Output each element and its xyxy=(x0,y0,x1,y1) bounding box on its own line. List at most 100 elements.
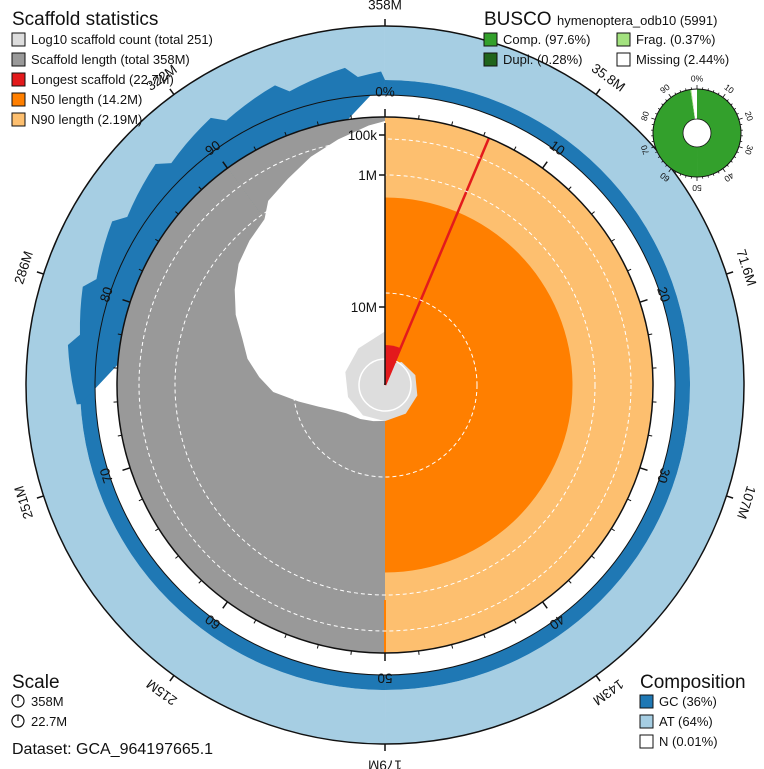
snail-plot-ticks: 0%102030405060708090358M35.8M71.6M107M14… xyxy=(11,0,759,769)
busco-tick xyxy=(679,173,682,176)
n50-sector xyxy=(385,197,573,573)
percent-minor-tick xyxy=(138,268,143,272)
length-tick-label: 71.6M xyxy=(733,247,759,287)
percent-tick xyxy=(222,161,229,169)
busco-tick-label: 70 xyxy=(639,144,652,156)
composition-title: Composition xyxy=(640,672,746,693)
percent-tick-label: 50 xyxy=(377,670,392,685)
percent-minor-tick xyxy=(513,146,517,151)
percent-minor-tick xyxy=(418,650,420,655)
busco-complete-label: Comp. (97.6%) xyxy=(503,32,590,47)
busco-missing-arc xyxy=(691,89,697,120)
legend-longest-label: Longest scaffold (22.7M) xyxy=(31,72,174,87)
busco-tick xyxy=(717,171,720,174)
busco-swatch-missing xyxy=(616,52,631,67)
percent-minor-tick xyxy=(451,121,454,126)
busco-fragmented-label: Frag. (0.37%) xyxy=(636,32,715,47)
busco-tick-label: 50 xyxy=(692,183,702,193)
busco-tick xyxy=(668,168,672,173)
busco-tick-label: 20 xyxy=(743,110,756,122)
busco-tick xyxy=(674,171,677,174)
percent-minor-tick xyxy=(284,131,287,137)
busco-swatch-fragmented xyxy=(616,32,631,47)
busco-tick-label: 80 xyxy=(639,110,652,122)
percent-minor-tick xyxy=(316,121,319,126)
percent-tick xyxy=(639,467,648,472)
busco-legend: BUSCO hymenoptera_odb10 (5991) Comp. (97… xyxy=(483,9,729,67)
longest-scaffold-line xyxy=(383,137,491,386)
percent-minor-tick xyxy=(648,434,653,437)
radial-tick-label: 100k xyxy=(348,128,378,143)
percent-minor-tick xyxy=(513,619,517,624)
percent-minor-tick xyxy=(117,333,122,336)
busco-duplicated-label: Dupl. (0.28%) xyxy=(503,52,582,67)
scale-legend: Scale 358M 22.7M xyxy=(11,672,67,729)
legend-scaffold-length-label: Scaffold length (total 358M) xyxy=(31,52,190,67)
percent-minor-tick xyxy=(350,650,352,655)
composition-gc-label: GC (36%) xyxy=(659,694,717,709)
length-tick xyxy=(595,88,601,96)
radial-tick-label: 1M xyxy=(358,168,377,183)
gc-ring-inner-edge xyxy=(94,94,676,676)
length-tick-label: 358M xyxy=(368,0,402,13)
length-tick-label: 179M xyxy=(368,757,402,769)
length-tick xyxy=(726,271,734,275)
busco-tick xyxy=(665,164,668,167)
legend-swatch-log-count xyxy=(11,32,26,47)
busco-tick xyxy=(738,146,743,149)
grid-circle xyxy=(292,292,478,478)
busco-swatch-duplicated xyxy=(483,52,498,67)
percent-tick xyxy=(222,601,229,609)
busco-tick xyxy=(655,151,658,153)
length-tick xyxy=(726,495,734,499)
scale-longest-icon xyxy=(11,714,25,728)
percent-minor-tick xyxy=(627,498,632,502)
percent-minor-tick xyxy=(138,498,143,502)
busco-tick xyxy=(717,92,720,95)
percent-tick-label: 10 xyxy=(547,138,568,159)
length-tick-label: 286M xyxy=(11,249,36,286)
busco-donut-hole xyxy=(682,118,712,148)
percent-minor-tick xyxy=(155,238,159,242)
length-tick xyxy=(595,674,601,682)
busco-tick xyxy=(668,93,672,98)
percent-minor-tick xyxy=(175,211,179,215)
busco-tick xyxy=(679,90,682,93)
percent-minor-tick xyxy=(568,186,572,190)
busco-tick xyxy=(726,164,729,167)
percent-minor-tick xyxy=(155,528,159,532)
percent-minor-tick xyxy=(284,633,287,639)
legend-swatch-n50 xyxy=(11,92,26,107)
legend-n50-label: N50 length (14.2M) xyxy=(31,92,142,107)
busco-tick xyxy=(730,160,733,163)
busco-tick-label: 0% xyxy=(691,73,704,83)
length-tick xyxy=(36,271,44,275)
busco-title: BUSCO xyxy=(484,9,552,30)
busco-complete-arc-2 xyxy=(652,89,697,177)
scaffold-length-profile xyxy=(234,121,385,422)
length-tick-label: 107M xyxy=(734,484,759,521)
composition-at-label: AT (64%) xyxy=(659,714,713,729)
legend-n90-label: N90 length (2.19M) xyxy=(31,112,142,127)
busco-tick xyxy=(665,99,668,102)
percent-minor-tick xyxy=(611,238,615,242)
percent-minor-tick xyxy=(627,268,632,272)
percent-tick-label: 30 xyxy=(654,466,673,485)
busco-tick xyxy=(730,103,733,106)
percent-tick-label: 40 xyxy=(547,612,568,633)
percent-minor-tick xyxy=(253,619,257,624)
percent-tick xyxy=(639,298,648,303)
length-tick-label: 143M xyxy=(590,676,626,708)
composition-n-label: N (0.01%) xyxy=(659,734,718,749)
percent-minor-tick xyxy=(591,555,595,559)
percent-minor-tick xyxy=(350,115,352,120)
percent-minor-tick xyxy=(451,644,454,649)
percent-tick xyxy=(122,298,131,303)
busco-complete-arc xyxy=(697,89,741,177)
legend-swatch-scaffold-length xyxy=(11,52,26,67)
legend-swatch-longest xyxy=(11,72,26,87)
busco-tick xyxy=(733,156,737,158)
busco-swatch-complete xyxy=(483,32,498,47)
busco-tick xyxy=(733,108,737,110)
